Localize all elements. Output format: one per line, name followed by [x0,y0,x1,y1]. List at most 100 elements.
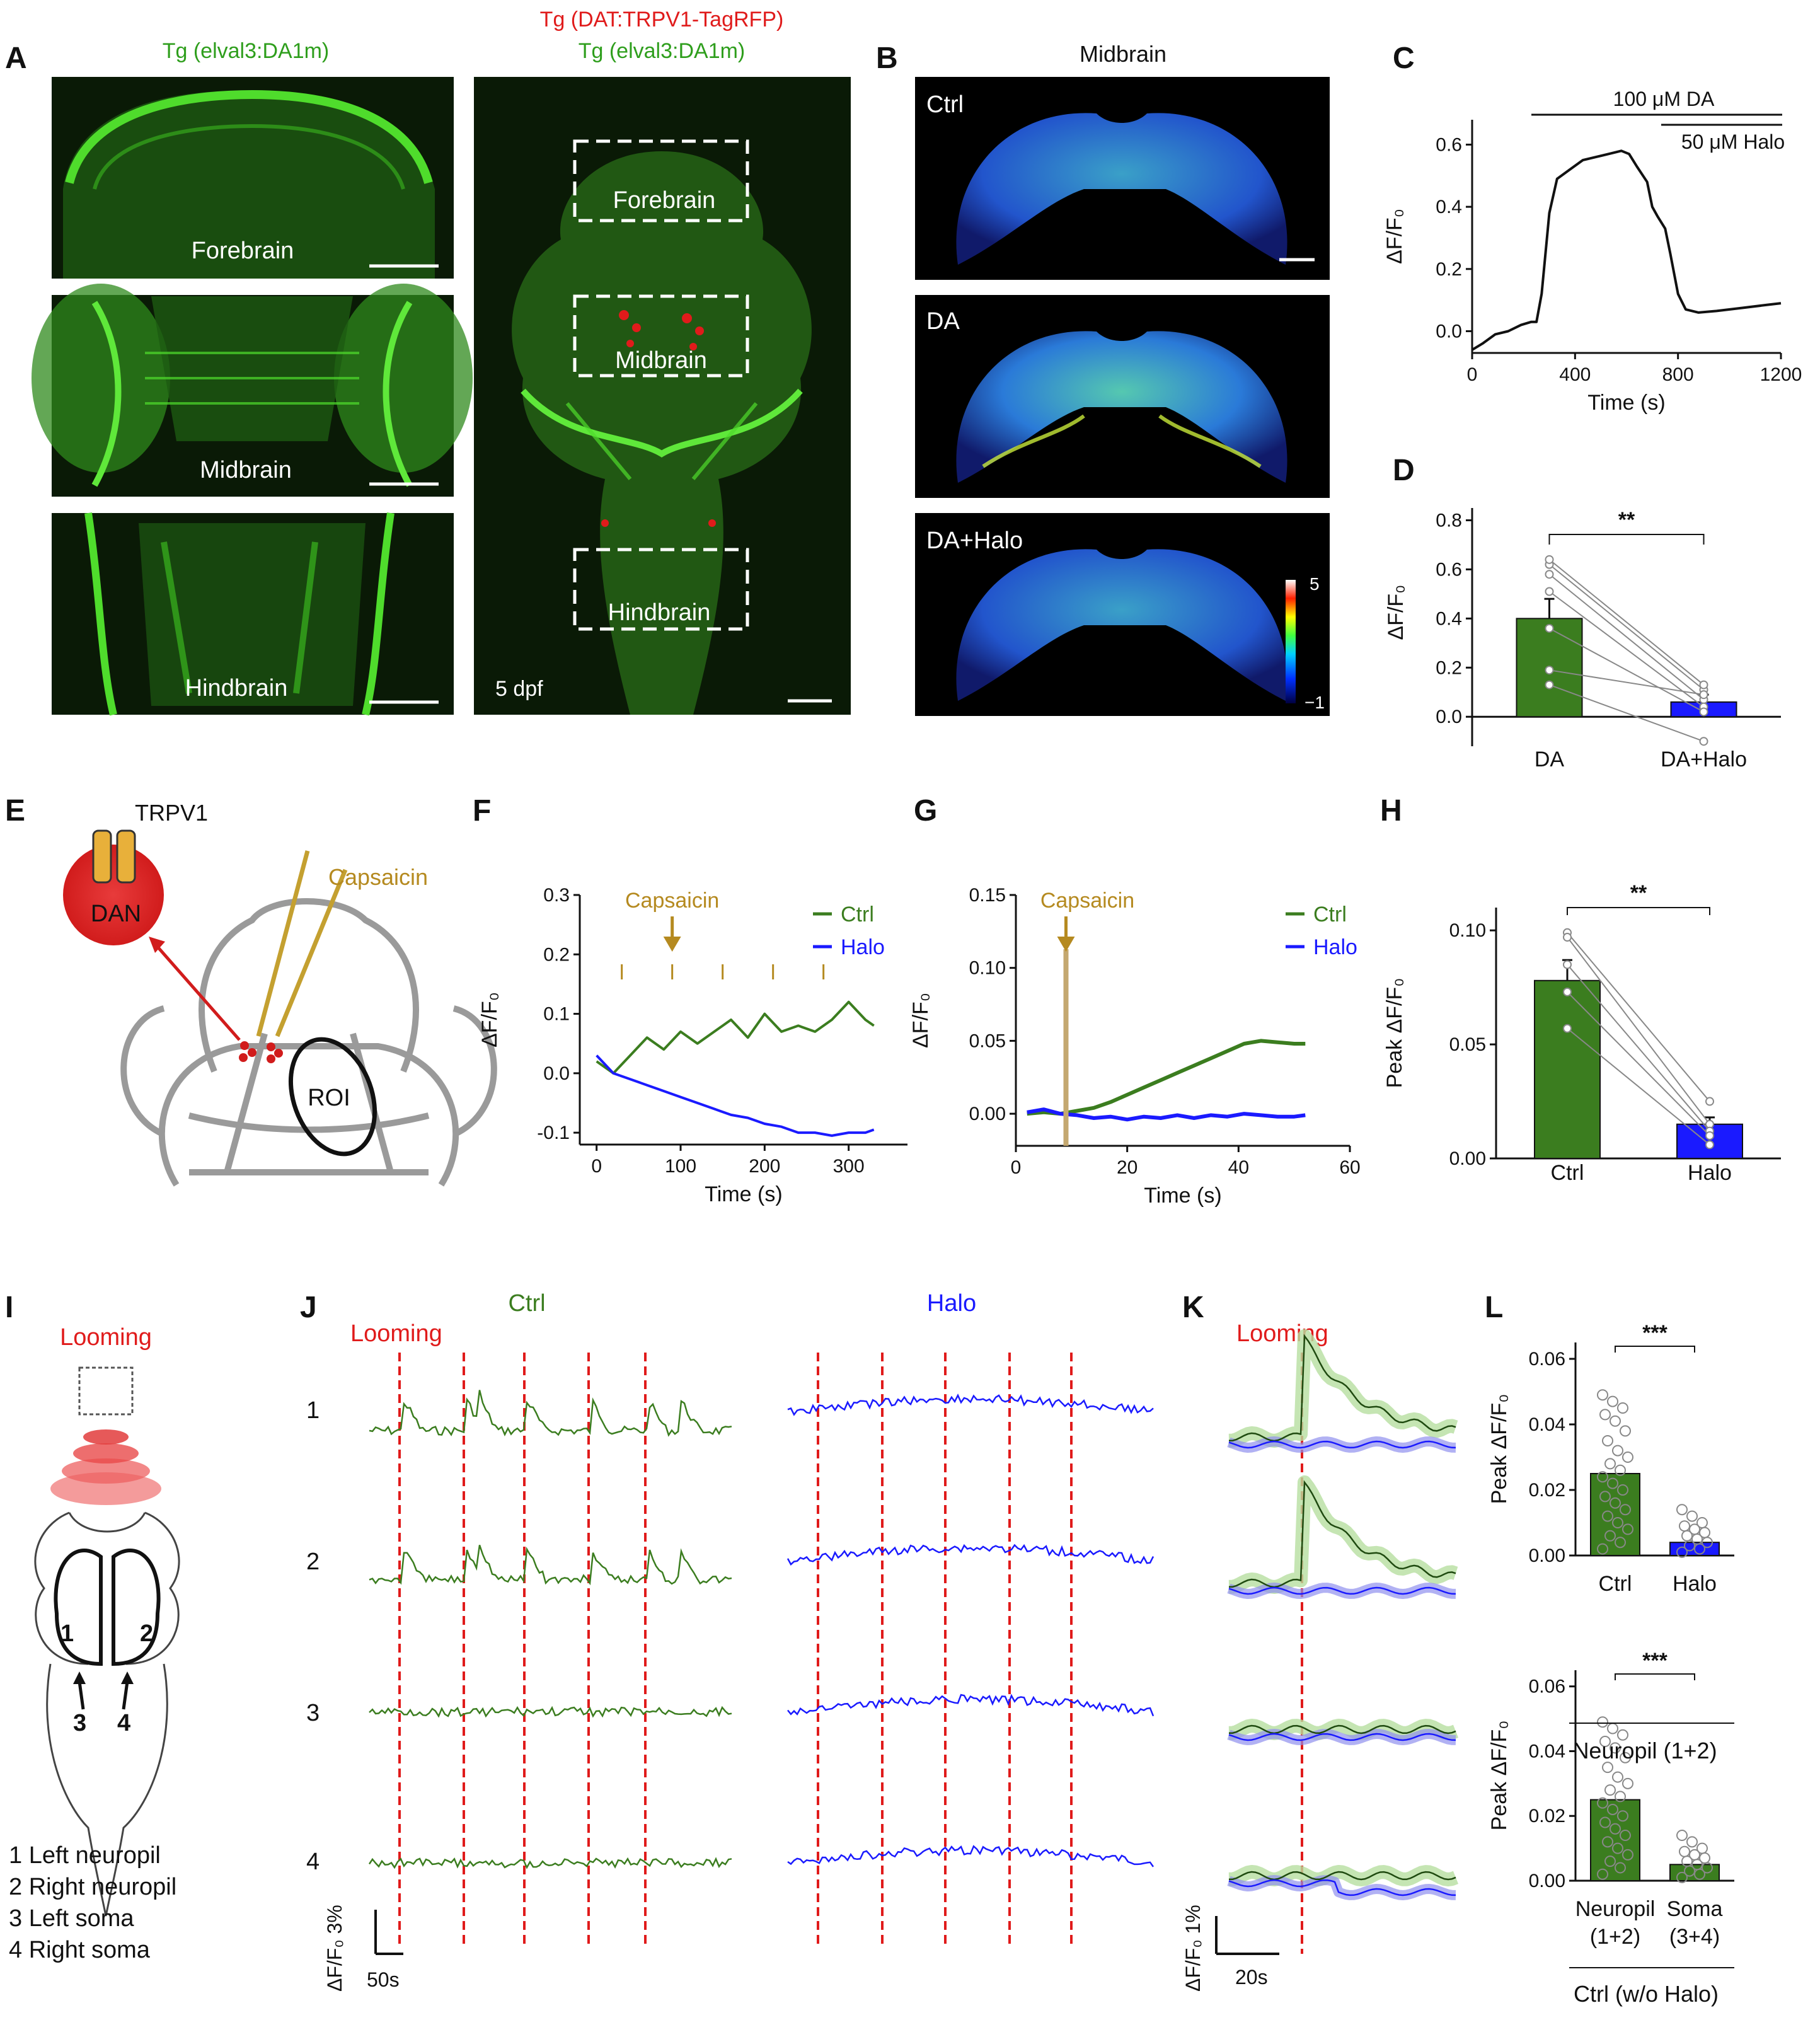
L-top-category-label: Ctrl [1599,1572,1632,1596]
a-forebrain-image: Forebrain [52,77,454,279]
i-legend-4: 4 Right soma [9,1937,151,1963]
G-ytick-label: 0.15 [969,885,1006,906]
F-ytick-label: 0.0 [543,1063,570,1084]
F-ytick-label: 0.3 [543,885,570,906]
D-ytick-label: 0.2 [1436,657,1462,678]
a-whole-brain-image: Forebrain Midbrain Hindbrain 5 dpf [474,77,851,715]
e-roi-label: ROI [308,1085,350,1111]
l-point [1597,1797,1608,1809]
a-label-midbrain: Midbrain [200,457,292,483]
l-point [1617,1729,1628,1741]
l-point [1694,1868,1705,1880]
l-point [1622,1849,1633,1861]
k-ctrl-mean [1228,1334,1456,1442]
d-pair-line [1548,563,1705,691]
l-point [1597,1716,1608,1728]
a-age-label: 5 dpf [495,677,543,701]
G-ytick-label: 0.10 [969,958,1006,979]
b-label-ctrl: Ctrl [926,91,964,118]
k-ctrl-mean [1228,1871,1456,1881]
C-xlabel: Time (s) [1587,391,1665,415]
l-point [1615,1791,1626,1803]
i-brain-schematic [34,1511,180,1917]
L-bottom-category-label: (1+2) [1590,1925,1640,1949]
e-arrow [155,944,241,1041]
panel-letter-j: J [300,1291,317,1324]
L-top-ytick-label: 0.00 [1529,1545,1565,1566]
chart-c: 0 400 800 1200 0.0 0.2 0.4 0.6 Time (s) ΔF/F₀ [1383,120,1802,415]
j-row-4: 4 [306,1849,320,1875]
j-halo-label: Halo [927,1290,976,1317]
D-ytick-label: 0.4 [1436,608,1462,629]
e-roi [288,1037,377,1157]
j-row-2: 2 [306,1549,320,1575]
l-point [1599,1736,1611,1748]
h-sig-label: ** [1630,881,1647,905]
chart-g: 0 20 40 60 0.00 0.05 0.10 0.15 Time (s) ΔF/F₀ Caps… [909,885,1361,1208]
C-xtick-label: 400 [1559,364,1591,385]
C-xtick-label: 0 [1467,364,1478,385]
d-point [1545,555,1554,564]
G-xtick-label: 60 [1339,1157,1360,1178]
h-point [1705,1131,1714,1140]
panel-f: F 0 100 200 300 -0.1 0.0 0.1 0.2 0.3 Time (s) ΔF/F… [473,794,907,1206]
a-right-title-red: Tg (DAT:TRPV1-TagRFP) [540,8,784,32]
l-point [1597,1543,1608,1555]
d-sig-bracket [1548,534,1705,545]
h-pair-line [1567,1027,1710,1146]
panel-d: D 0.0 0.2 0.4 0.6 0.8 ΔF/F₀ DA DA+Halo ** [1384,454,1781,771]
j-scale-y-label: ΔF/F₀ 3% [323,1905,346,1992]
l-point [1597,1868,1608,1880]
e-pipette-2 [275,869,348,1037]
h-point [1563,960,1572,969]
l-point [1620,1830,1631,1842]
j-ctrl-trace [368,1857,732,1869]
panel-letter-l: L [1485,1291,1503,1324]
panel-j: J Looming Ctrl Halo 1 2 3 4 ΔF/F₀ 3% 50s [300,1290,1155,1992]
C-ytick-label: 0.0 [1436,321,1462,342]
b-colorbar [1286,580,1296,703]
j-halo-trace [787,1845,1155,1867]
l-point [1612,1842,1623,1854]
H-ytick-label: 0.05 [1449,1034,1486,1055]
l-point [1602,1762,1613,1774]
b-image-da-halo: DA+Halo 5 −1 [915,513,1330,716]
l-point [1702,1537,1713,1549]
h-pair-line [1567,991,1710,1136]
L-bottom-category-label: Soma [1667,1897,1723,1921]
D-category-label: DA+Halo [1661,747,1747,771]
a-right-title-green: Tg (elval3:DA1m) [579,39,746,63]
D-ytick-label: 0.6 [1436,559,1462,580]
l-point [1610,1823,1621,1835]
l-point [1694,1543,1705,1555]
d-sig-label: ** [1618,508,1635,532]
l-point [1610,1497,1621,1509]
e-capsaicin-label: Capsaicin [328,864,428,890]
dan-cell [63,845,164,945]
chart-l-top: 0.00 0.02 0.04 0.06 Peak ΔF/F₀ Ctrl Halo *** [1487,1321,1734,1596]
l-point [1607,1723,1618,1734]
d-point [1699,737,1708,746]
C-ytick-label: 0.4 [1436,197,1462,217]
h-point [1705,1140,1714,1150]
F-ytick-label: 0.2 [543,944,570,965]
j-halo-trace [786,1544,1155,1566]
panel-letter-h: H [1380,794,1402,828]
j-halo-trace [787,1694,1155,1717]
l-point [1599,1816,1611,1828]
a-box-forebrain: Forebrain [613,187,716,214]
G-xtick-label: 0 [1011,1157,1022,1178]
e-trpv1-label: TRPV1 [135,800,208,826]
h-point [1705,1097,1714,1106]
C-xtick-label: 800 [1662,364,1694,385]
i-num-1: 1 [60,1620,74,1647]
l-point [1676,1871,1688,1883]
k-ctrl-sem-band [1226,1329,1459,1448]
l-point [1676,1504,1688,1516]
l-point [1615,1862,1626,1874]
j-ctrl-label: Ctrl [508,1290,545,1317]
D-ytick-label: 0.0 [1436,707,1462,727]
a-label-forebrain: Forebrain [192,238,294,264]
L-top-ytick-label: 0.02 [1529,1480,1565,1501]
h-pair-line [1567,937,1710,1125]
